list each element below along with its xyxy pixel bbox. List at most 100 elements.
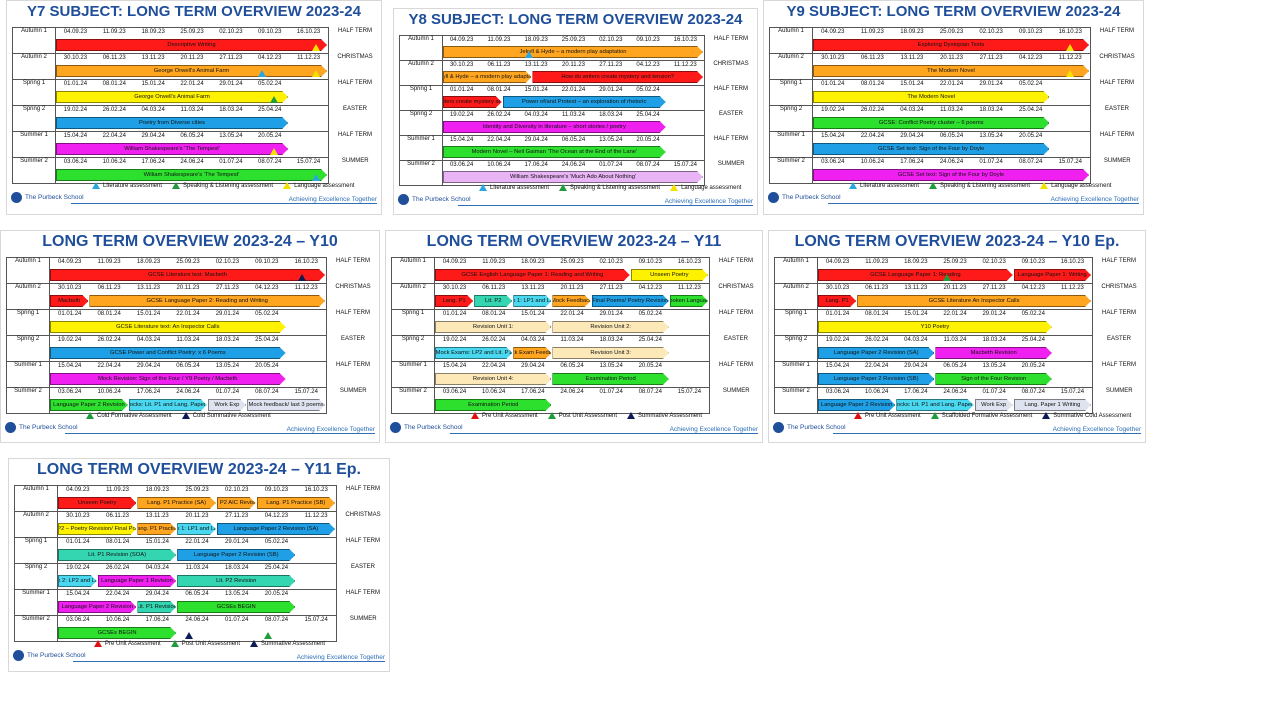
week-dates: 19.02.24 26.02.24 04.03.24 11.03.24 18.03.24… [50,336,287,345]
unit-bar[interactable]: Language Paper 2 Revision (SA) [217,523,335,535]
unit-bar[interactable]: Revision Unit 1: [435,321,551,333]
unit-bar[interactable]: William Shakespeare's 'Much Ado About No… [443,171,703,183]
unit-bar[interactable]: Lang. P1 Practice [137,523,176,535]
unit-bar[interactable]: Y10 Poetry [818,321,1052,333]
unit-bar[interactable]: Jekyll & Hyde – a modern play adaptation [443,46,703,58]
unit-bar[interactable]: GCSE Language Paper 2: Reading and Writi… [89,295,325,307]
timeline-lane: 01.01.24 08.01.24 15.01.24 22.01.24 29.01.24… [435,310,710,336]
school-name: The Purbeck School [404,424,463,431]
unit-bar[interactable]: Language Paper 2 Revision [818,399,895,411]
unit-bar[interactable]: Lit. P1 Revision (SOA) [58,549,176,561]
unit-bar[interactable]: Mocks: Lit. P1 and Lang. Paper 2 [896,399,973,411]
unit-bar[interactable]: Lang. P1 [818,295,856,307]
unit-bar[interactable]: Lit. P2 AIC Revision [217,497,256,509]
unit-bar[interactable]: Language Paper 2 Revision (SB) [177,549,295,561]
week-date: 09.10.23 [631,258,670,267]
unit-bar[interactable]: Mock Exam Feedback [513,347,551,359]
unit-bar[interactable]: Lit. P2 – Poetry Revision/ Final Poems [58,523,136,535]
unit-bar[interactable]: GCSEs BEGIN [177,601,295,613]
unit-bar[interactable]: Mocks: Lit. P1 and Lang. Paper 2 [129,399,207,411]
unit-bar[interactable]: Lang. P1 Practice (SB) [257,497,335,509]
unit-bar[interactable]: Revision Unit 3: [552,347,668,359]
school-crest-icon [390,422,401,433]
unit-bar[interactable]: Language Paper 2 Revision (SB) [818,373,934,385]
term-label: Autumn 1 [400,36,443,61]
week-date: 20.11.23 [932,54,972,63]
unit-bar[interactable]: The Modern Novel [813,91,1049,103]
unit-bar[interactable]: GCSE Set text: Sign of the Four by Doyle [813,169,1089,181]
week-date: 05.02.24 [250,80,289,89]
unit-bar[interactable]: Language Paper 1 Revision [98,575,176,587]
unit-bar[interactable]: GCSE Set text: Sign of the Four by Doyle [813,143,1049,155]
unit-bar[interactable]: Macbeth Revision [935,347,1051,359]
unit-bar[interactable]: Examination Period [435,399,551,411]
unit-bar[interactable]: Revision Unit 4: [435,373,551,385]
unit-bar[interactable]: Language Paper 2 Revision [58,601,136,613]
school-name: The Purbeck School [27,652,86,659]
unit-bar[interactable]: William Shakespeare's 'The Tempest' [56,169,327,181]
unit-bar[interactable]: Mock 1: LP1 and Lit. P2 [177,523,216,535]
week-date: 15.04.24 [56,132,95,141]
unit-bar[interactable]: How do writers create mystery and tensio… [532,71,703,83]
unit-bar[interactable]: Exploring Dystopian Texts [813,39,1089,51]
week-dates: 15.04.24 22.04.24 29.04.24 06.05.24 13.05.24… [56,132,289,141]
term-row: Spring 1 01.01.24 08.01.24 15.01.24 22.01.24… [392,310,763,336]
unit-bar[interactable]: Mock Revision: Sign of the Four / Y9 Poe… [50,373,286,385]
unit-bar[interactable]: Mock 2: LP2 and Lit. P1 [58,575,97,587]
week-date: 17.06.24 [896,388,935,397]
unit-bar[interactable]: Lit. P2 [474,295,512,307]
holiday-label: SUMMER [337,616,390,642]
unit-bar[interactable]: Spoken Language [670,295,708,307]
unit-bar[interactable]: Mock Feedback [552,295,590,307]
unit-bar[interactable]: Poetry from Diverse cities [56,117,288,129]
unit-bar[interactable]: Language Paper 2 Revision (SA) [818,347,934,359]
unit-bar[interactable]: GCSE Language Paper 1: Reading [818,269,1013,281]
week-date: 04.09.23 [56,28,95,37]
unit-bar[interactable]: George Orwell's Animal Farm [56,91,288,103]
legend-label: Cold Formative Assessment [97,413,172,419]
unit-bar[interactable]: George Orwell's Animal Farm [56,65,327,77]
week-dates: 15.04.24 22.04.24 29.04.24 06.05.24 13.05.24… [58,590,296,599]
unit-bar[interactable]: William Shakespeare's 'The Tempest' [56,143,288,155]
unit-bar[interactable]: Revision Unit 2: [552,321,668,333]
week-date: 15.01.24 [513,310,552,319]
unit-bar[interactable]: GCSE Literature text: An Inspector Calls [50,321,286,333]
unit-bar[interactable]: GCSE English Language Paper 1: Reading a… [435,269,630,281]
unit-bar[interactable]: Mock Exams: LP2 and Lit. P1 [435,347,512,359]
unit-bar[interactable]: Descriptive Writing [56,39,327,51]
unit-bar[interactable]: Unseen Poetry [631,269,708,281]
unit-bar[interactable]: Mock feedback/ last 3 poems [247,399,325,411]
unit-bar[interactable]: GCSE Literature An Inspector Calls [857,295,1091,307]
unit-bar[interactable]: Macbeth [50,295,88,307]
unit-bar[interactable]: Power of/and Protest – an exploration of… [503,96,666,108]
unit-bar[interactable]: Modern Novel – Neil Gaiman 'The Ocean at… [443,146,666,158]
unit-bar[interactable]: Mock 1: LP1 and Lit. P2 [513,295,551,307]
unit-bar[interactable]: Language Paper 2 Revision [50,399,128,411]
unit-bar[interactable]: Lang. P1 Practice (SA) [137,497,215,509]
unit-bar[interactable]: Sign of the Four Revision [935,373,1051,385]
unit-bar[interactable]: The Modern Novel [813,65,1089,77]
unit-bar[interactable]: GCSE Literature text: Macbeth [50,269,325,281]
unit-bar[interactable]: Lit. P1 Revision [137,601,176,613]
unit-bar[interactable]: How do writers create mystery and tensio… [443,96,502,108]
unit-bar[interactable]: Unseen Poetry [58,497,136,509]
unit-bar[interactable]: GCSE Power and Conflict Poetry: x 6 Poem… [50,347,286,359]
unit-bar[interactable]: Language Paper 1: Writing [1014,269,1091,281]
week-date: 11.09.23 [853,28,893,37]
unit-bar[interactable]: Lang. P1 [435,295,473,307]
week-date: 08.01.24 [857,310,896,319]
unit-bar[interactable]: Final Poems/ Poetry Revision [592,295,669,307]
unit-bar[interactable]: Lang. Paper 1 Writing [1014,399,1091,411]
unit-bar[interactable]: Examination Period [552,373,668,385]
unit-bar[interactable]: Lit. P2 Revision [177,575,295,587]
triangle-icon [1040,182,1048,189]
unit-bar[interactable]: Jekyll & Hyde – a modern play adaptation [443,71,531,83]
unit-bar[interactable]: GCSEs BEGIN [58,627,176,639]
week-date: 11.03.24 [177,564,217,573]
week-dates: 19.02.24 26.02.24 04.03.24 11.03.24 18.03.24… [443,111,667,120]
unit-bar[interactable]: Work Exp [208,399,246,411]
unit-bar[interactable]: GCSE: Conflict Poetry cluster – 6 poems [813,117,1049,129]
unit-bar[interactable]: Identity and Diversity in literature – s… [443,121,666,133]
unit-bar[interactable]: Work Exp [975,399,1013,411]
legend-label: Pre Unit Assessment [105,641,161,647]
